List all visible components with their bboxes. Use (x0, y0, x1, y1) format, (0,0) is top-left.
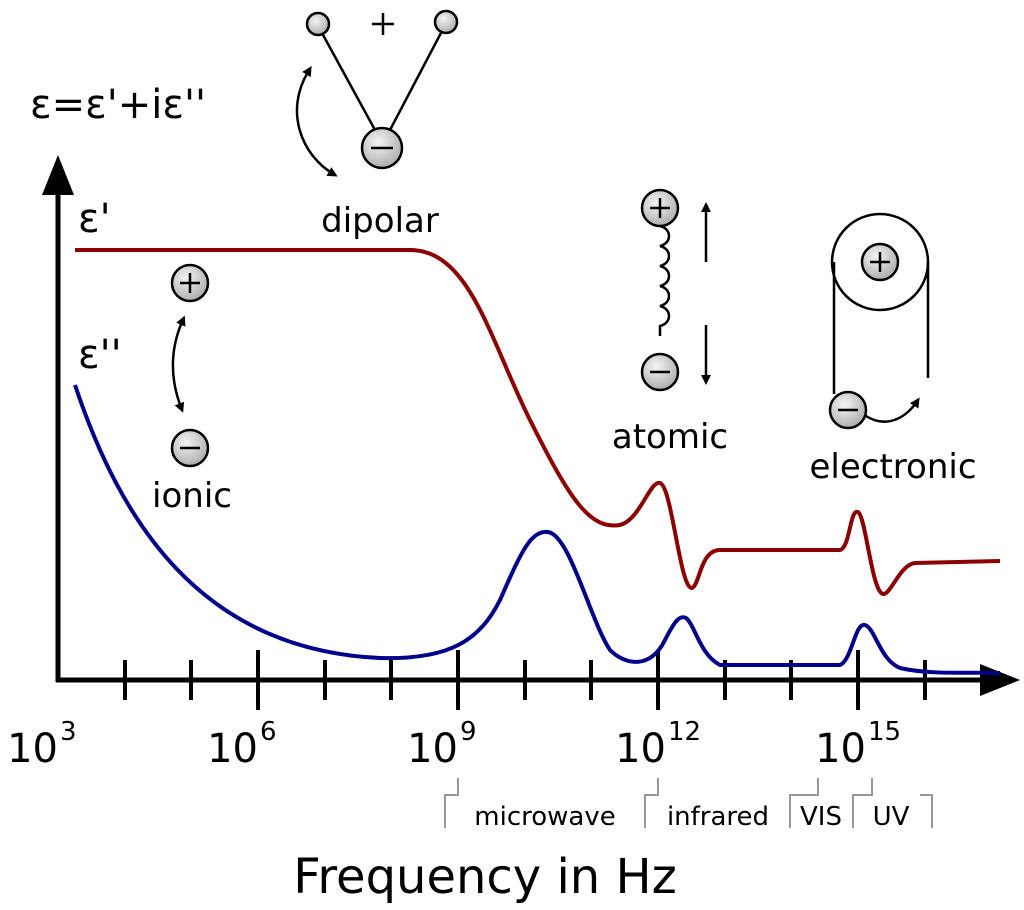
electronic-label: electronic (809, 447, 976, 487)
atomic-label: atomic (612, 417, 728, 457)
band-label: UV (873, 802, 910, 832)
tick-label-base: 10 (207, 726, 258, 772)
tick-label-base: 10 (615, 726, 666, 772)
tick-label-base: 10 (407, 726, 458, 772)
band-brackets (444, 778, 933, 828)
dipole-icon (295, 9, 459, 177)
band-label: VIS (800, 802, 842, 832)
tick-label-base: 10 (7, 726, 58, 772)
imaginary-part-curve (73, 384, 1001, 675)
x-axis-title: Frequency in Hz (293, 849, 677, 905)
electronic-icon (828, 212, 930, 430)
imaginary-part-label: ε'' (78, 332, 122, 378)
real-part-label: ε' (78, 196, 111, 242)
ionic-label: ionic (152, 476, 232, 516)
tick-label-base: 10 (815, 726, 866, 772)
ionic-icon (170, 263, 210, 468)
atomic-icon (640, 188, 711, 392)
real-part-curve (75, 248, 1001, 596)
tick-label-exponent: 3 (60, 717, 77, 747)
tick-label-exponent: 9 (460, 717, 477, 747)
tick-label-exponent: 15 (868, 717, 901, 747)
tick-label-exponent: 6 (260, 717, 277, 747)
permittivity-label: ε=ε'+iε'' (30, 82, 206, 128)
tick-label-exponent: 12 (668, 717, 701, 747)
dipolar-label: dipolar (321, 201, 439, 241)
band-label: infrared (667, 802, 769, 832)
axes (42, 155, 1020, 710)
band-label: microwave (474, 802, 615, 832)
